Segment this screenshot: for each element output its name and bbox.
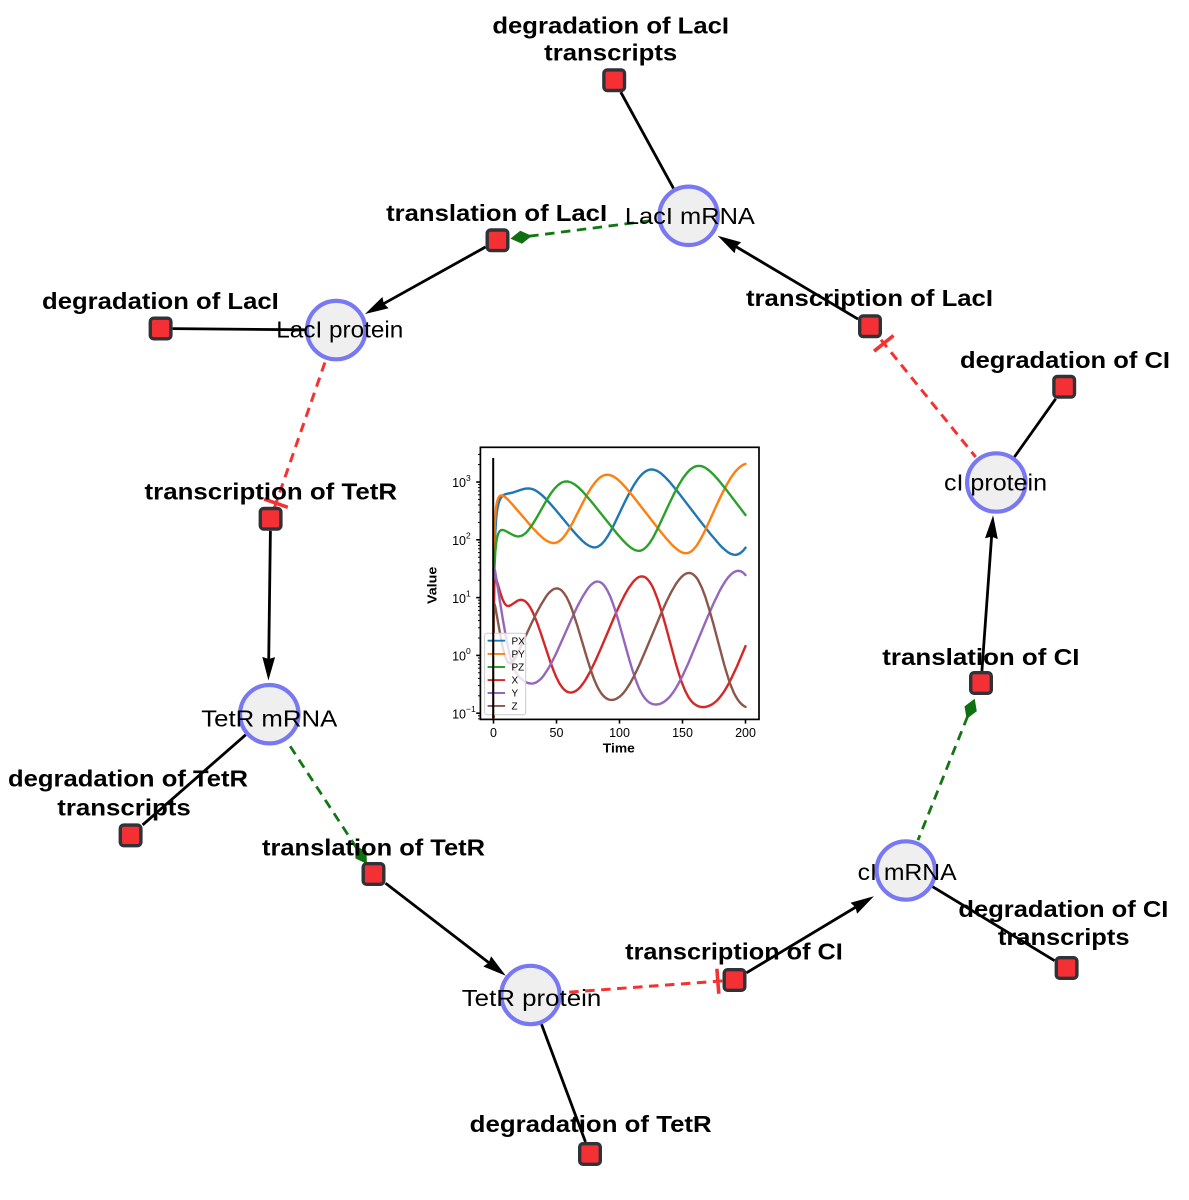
svg-text:transcription of LacI: transcription of LacI (746, 285, 993, 311)
svg-text:10: 10 (452, 592, 466, 606)
svg-text:degradation of CI: degradation of CI (960, 347, 1170, 373)
svg-text:150: 150 (672, 726, 693, 740)
svg-text:0: 0 (490, 726, 497, 740)
svg-text:cI mRNA: cI mRNA (858, 859, 957, 885)
svg-text:LacI mRNA: LacI mRNA (625, 203, 755, 229)
svg-text:10: 10 (452, 476, 466, 490)
svg-text:−1: −1 (466, 704, 476, 714)
svg-text:100: 100 (609, 726, 630, 740)
svg-text:10: 10 (452, 707, 466, 721)
svg-text:PZ: PZ (512, 663, 525, 674)
svg-text:transcripts: transcripts (57, 795, 191, 821)
svg-text:transcripts: transcripts (544, 39, 677, 65)
svg-text:transcription of TetR: transcription of TetR (145, 479, 398, 505)
svg-text:transcription of CI: transcription of CI (625, 939, 843, 965)
svg-text:degradation of CI: degradation of CI (958, 896, 1168, 922)
svg-text:degradation of LacI: degradation of LacI (42, 288, 279, 314)
svg-text:Z: Z (512, 702, 518, 713)
svg-text:TetR mRNA: TetR mRNA (201, 706, 337, 732)
svg-text:translation of LacI: translation of LacI (386, 200, 607, 226)
svg-text:1: 1 (466, 588, 471, 598)
svg-text:Value: Value (424, 567, 439, 604)
svg-text:degradation of TetR: degradation of TetR (8, 766, 248, 792)
svg-text:Y: Y (512, 689, 519, 700)
svg-text:X: X (512, 676, 519, 687)
svg-text:Time: Time (603, 740, 635, 755)
svg-text:10: 10 (452, 650, 466, 664)
svg-text:200: 200 (735, 726, 756, 740)
svg-text:PX: PX (512, 636, 526, 647)
svg-text:translation of TetR: translation of TetR (262, 835, 485, 861)
svg-text:LacI protein: LacI protein (276, 317, 403, 343)
svg-text:3: 3 (466, 473, 471, 483)
svg-text:2: 2 (466, 531, 471, 541)
svg-text:cI protein: cI protein (944, 470, 1047, 496)
svg-text:transcripts: transcripts (998, 924, 1130, 950)
svg-text:degradation of TetR: degradation of TetR (470, 1111, 712, 1137)
svg-text:0: 0 (466, 646, 471, 656)
svg-text:10: 10 (452, 534, 466, 548)
svg-text:TetR protein: TetR protein (462, 985, 602, 1011)
svg-text:degradation of LacI: degradation of LacI (492, 12, 729, 38)
svg-text:50: 50 (550, 726, 564, 740)
svg-text:translation of CI: translation of CI (882, 644, 1079, 670)
svg-text:PY: PY (512, 650, 526, 661)
